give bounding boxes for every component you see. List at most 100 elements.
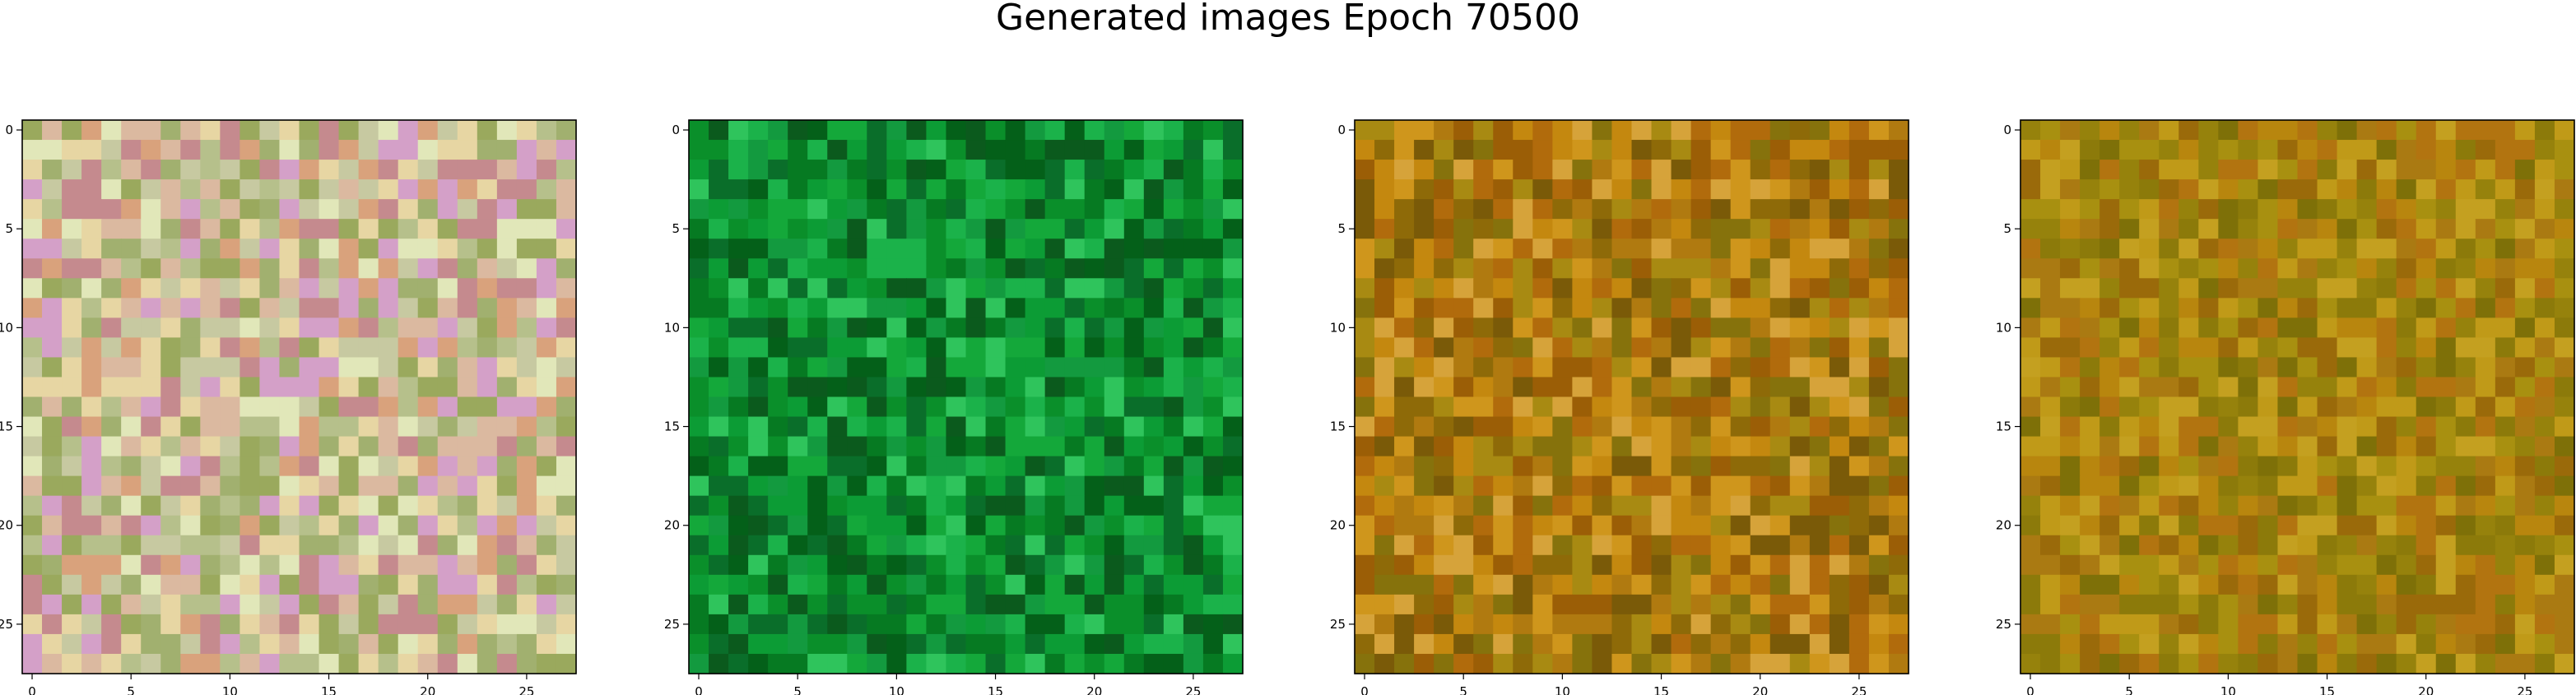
pixel-cell (2119, 258, 2140, 279)
pixel-cell (1374, 179, 1395, 200)
pixel-cell (1493, 377, 1514, 398)
pixel-cell (2020, 396, 2041, 418)
pixel-cell (398, 179, 419, 200)
pixel-cell (788, 633, 808, 655)
pixel-cell (867, 574, 887, 595)
pixel-cell (2356, 594, 2378, 615)
pixel-cell (1064, 219, 1086, 239)
pixel-cell (1222, 456, 1244, 477)
pixel-cell (2416, 416, 2437, 438)
pixel-cell (200, 199, 221, 220)
pixel-cell (437, 515, 458, 536)
pixel-cell (1064, 456, 1086, 477)
pixel-cell (1355, 337, 1375, 359)
pixel-cell (2534, 396, 2555, 418)
pixel-cell (279, 199, 300, 220)
pixel-cell (1394, 554, 1415, 576)
pixel-cell (2238, 515, 2259, 536)
pixel-cell (1631, 298, 1653, 318)
pixel-cell (200, 337, 221, 359)
pixel-cell (1025, 219, 1046, 239)
pixel-cell (1809, 258, 1830, 279)
pixel-cell (1143, 199, 1165, 220)
pixel-cell (689, 614, 709, 635)
pixel-cell (1513, 495, 1533, 517)
pixel-cell (886, 199, 907, 220)
pixel-cell (1690, 495, 1712, 517)
pixel-cell (378, 396, 399, 418)
pixel-cell (1163, 219, 1184, 239)
pixel-cell (1005, 574, 1026, 595)
pixel-cell (728, 120, 749, 141)
pixel-cell (2376, 160, 2397, 180)
pixel-cell (2257, 515, 2279, 536)
pixel-cell (417, 515, 439, 536)
pixel-cell (62, 436, 82, 457)
pixel-cell (2238, 317, 2259, 338)
pixel-cell (1552, 239, 1573, 259)
pixel-cell (62, 456, 82, 477)
pixel-cell (1532, 278, 1553, 299)
pixel-cell (299, 239, 320, 259)
pixel-cell (1651, 160, 1672, 180)
pixel-cell (81, 377, 102, 398)
pixel-cell (477, 239, 498, 259)
pixel-cell (847, 495, 867, 517)
pixel-cell (2238, 219, 2259, 239)
pixel-cell (1434, 633, 1454, 655)
pixel-cell (1868, 614, 1890, 635)
pixel-cell (2020, 594, 2041, 615)
pixel-cell (1222, 594, 1244, 615)
pixel-cell (2455, 337, 2476, 359)
pixel-cell (2534, 574, 2555, 595)
pixel-cell (81, 515, 102, 536)
pixel-cell (1592, 239, 1613, 259)
pixel-cell (1473, 456, 1494, 477)
pixel-cell (536, 436, 557, 457)
x-tick-label: 10 (889, 684, 904, 695)
pixel-cell (2435, 337, 2457, 359)
pixel-cell (2218, 298, 2239, 318)
pixel-cell (1183, 160, 1204, 180)
pixel-cell (220, 317, 240, 338)
pixel-cell (2356, 554, 2378, 576)
pixel-cell (1611, 475, 1633, 497)
pixel-cell (2198, 574, 2219, 595)
pixel-cell (358, 436, 379, 457)
pixel-cell (768, 140, 788, 160)
pixel-cell (141, 258, 161, 279)
pixel-cell (437, 317, 458, 338)
pixel-cell (279, 160, 300, 180)
pixel-cell (1202, 298, 1224, 318)
pixel-cell (1394, 199, 1415, 220)
pixel-cell (886, 574, 907, 595)
pixel-cell (1104, 475, 1125, 497)
pixel-cell (1473, 396, 1494, 418)
pixel-cell (556, 219, 577, 239)
pixel-cell (1355, 239, 1375, 259)
pixel-cell (220, 278, 240, 299)
pixel-cell (2080, 120, 2100, 141)
pixel-cell (1552, 633, 1573, 655)
pixel-cell (1202, 160, 1224, 180)
pixel-cell (2238, 239, 2259, 259)
pixel-cell (2435, 199, 2457, 220)
pixel-cell (1611, 179, 1633, 200)
pixel-cell (2435, 475, 2457, 497)
pixel-cell (1123, 140, 1145, 160)
pixel-cell (358, 337, 379, 359)
pixel-cell (2534, 179, 2555, 200)
pixel-cell (101, 140, 122, 160)
pixel-cell (748, 337, 769, 359)
pixel-cell (1202, 594, 1224, 615)
pixel-cell (2080, 239, 2100, 259)
pixel-cell (1493, 179, 1514, 200)
x-tick-label: 15 (1653, 684, 1669, 695)
pixel-cell (1592, 554, 1613, 576)
pixel-cell (22, 594, 43, 615)
pixel-cell (1005, 120, 1026, 141)
pixel-cell (2435, 179, 2457, 200)
pixel-cell (2376, 219, 2397, 239)
pixel-cell (1064, 298, 1086, 318)
pixel-cell (2198, 258, 2219, 279)
